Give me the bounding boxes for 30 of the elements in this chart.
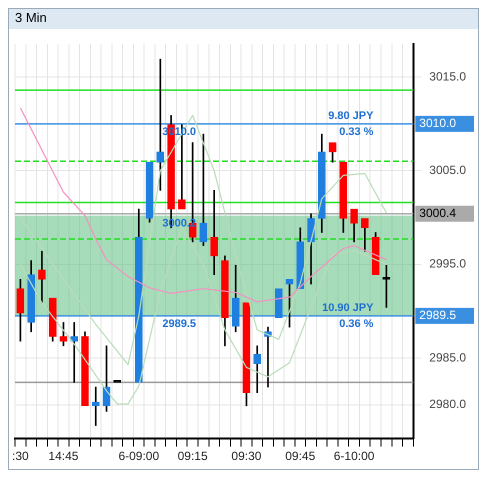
x-tick-label: 09:45 — [285, 449, 316, 464]
ref-line-label: 3010.0 — [419, 116, 456, 130]
chart-title: 3 Min — [9, 9, 478, 29]
y-tick-label: 3005.0 — [429, 162, 466, 177]
candlestick — [38, 250, 46, 304]
x-tick-label: 6-10:00 — [334, 449, 375, 464]
y-tick-label: 3015.0 — [429, 69, 466, 84]
candlestick — [274, 288, 283, 318]
ref-line-label: 3000.4 — [419, 206, 456, 220]
y-tick-label: 2985.0 — [429, 350, 466, 364]
candlestick — [328, 142, 336, 163]
candlestick — [146, 162, 154, 223]
annotation: 0.33 % — [339, 126, 374, 138]
candlestick — [102, 346, 110, 412]
y-tick-label: 2980.0 — [429, 397, 466, 412]
annotation: 2989.5 — [162, 318, 196, 330]
x-tick-label: :30 — [12, 449, 30, 464]
annotation: 9.80 JPY — [328, 110, 374, 122]
candlestick — [60, 322, 68, 346]
x-tick-label: 09:30 — [231, 449, 262, 464]
x-tick-label: 09:15 — [178, 449, 208, 464]
annotation: 10.90 JPY — [322, 302, 374, 314]
annotation: 0.36 % — [339, 318, 374, 330]
candlestick — [242, 302, 250, 406]
x-tick-label: 14:45 — [48, 449, 79, 464]
x-tick-label: 6-09:00 — [118, 449, 160, 464]
candlestick — [81, 331, 89, 406]
y-tick-label: 2995.0 — [429, 256, 466, 271]
ref-line-label: 2989.5 — [419, 308, 456, 322]
candlestick — [286, 279, 294, 328]
